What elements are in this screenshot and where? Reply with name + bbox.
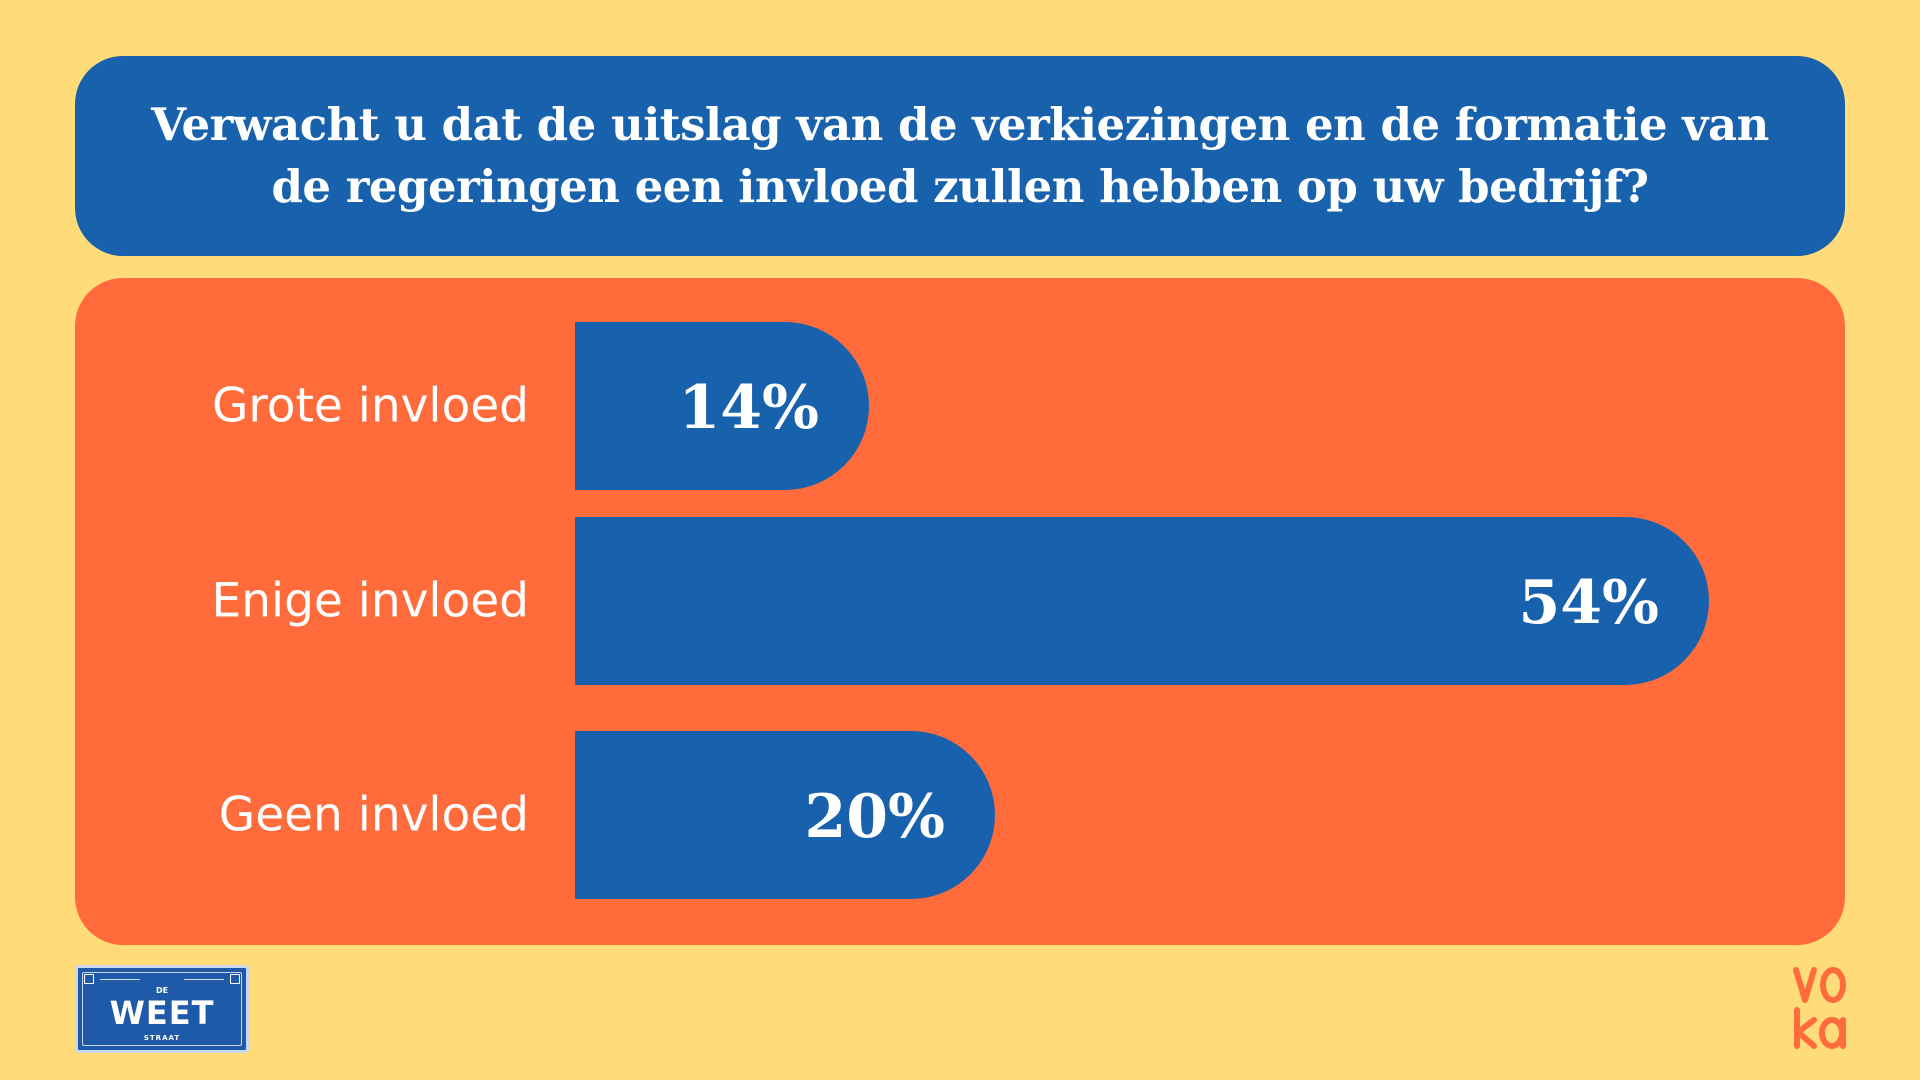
bar-grote-invloed (575, 322, 869, 490)
category-label-enige-invloed: Enige invloed (212, 574, 529, 629)
chart-panel: Grote invloed 14% Enige invloed 54% Geen inv… (75, 278, 1845, 945)
value-label-enige-invloed: 54% (1518, 568, 1659, 638)
logo-inner-border (82, 972, 242, 1046)
category-label-geen-invloed: Geen invloed (219, 788, 529, 843)
chart-title: Verwacht u dat de uitslag van de verkiez… (151, 98, 1769, 213)
category-label-grote-invloed: Grote invloed (212, 379, 529, 434)
bar-enige-invloed (575, 517, 1709, 685)
logo-corner-square-icon (230, 974, 240, 984)
bar-chart: Grote invloed 14% Enige invloed 54% Geen inv… (212, 322, 1709, 899)
logo-bottom-text: STRAAT (143, 1034, 181, 1042)
voka-logo (1793, 967, 1846, 1049)
title-banner: Verwacht u dat de uitslag van de verkiez… (75, 56, 1845, 256)
logo-corner-square-icon (84, 974, 94, 984)
value-label-grote-invloed: 14% (678, 373, 819, 443)
logo-decor-line (184, 979, 224, 980)
bar-geen-invloed (575, 731, 995, 899)
value-label-geen-invloed: 20% (804, 782, 945, 852)
logo-decor-line (100, 979, 140, 980)
logo-main-text: WEET (109, 994, 215, 1032)
logo-top-text: DE (155, 986, 169, 995)
de-weet-straat-logo: DE WEET STRAAT (75, 965, 249, 1053)
